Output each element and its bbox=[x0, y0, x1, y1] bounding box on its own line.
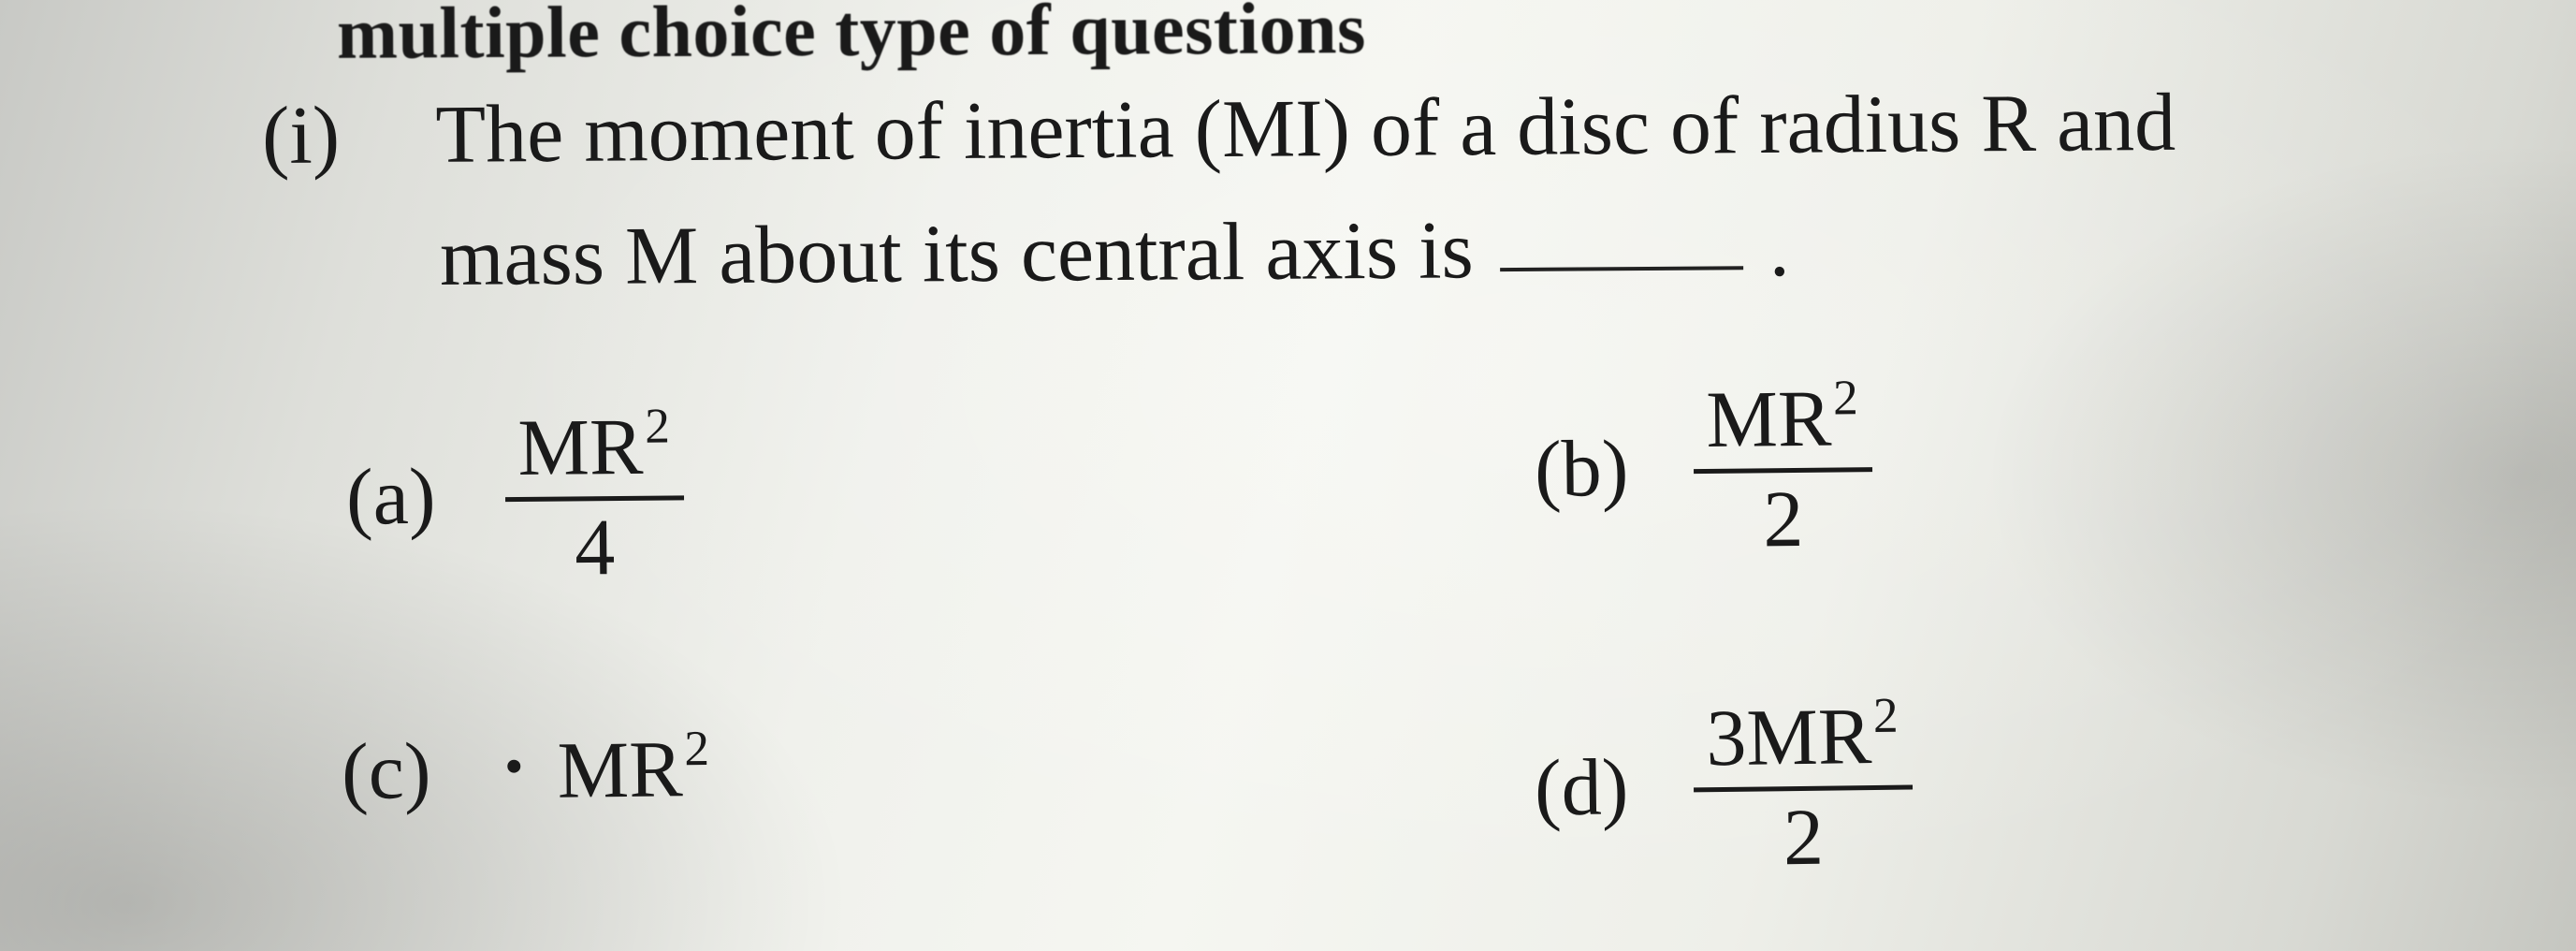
option-c-label: (c) bbox=[341, 723, 463, 817]
option-b-denominator: 2 bbox=[1763, 473, 1804, 559]
option-d-numerator: 3MR2 bbox=[1693, 691, 1913, 793]
option-c[interactable]: (c) · MR2 bbox=[341, 719, 709, 819]
option-d[interactable]: (d) 3MR2 2 bbox=[1534, 691, 1914, 881]
option-a[interactable]: (a) MR2 4 bbox=[345, 401, 684, 589]
option-c-exp: 2 bbox=[684, 720, 709, 776]
option-a-fraction: MR2 4 bbox=[504, 401, 684, 588]
option-d-num-exp: 2 bbox=[1873, 687, 1899, 743]
option-b-num-exp: 2 bbox=[1833, 369, 1858, 425]
question-stem-line-1: (i) The moment of inertia (MI) of a disc… bbox=[262, 76, 2176, 183]
option-c-base: MR bbox=[557, 724, 683, 814]
option-a-numerator: MR2 bbox=[504, 401, 683, 502]
option-d-num-base: 3MR bbox=[1706, 691, 1872, 783]
option-b-num-base: MR bbox=[1706, 373, 1832, 464]
option-a-num-exp: 2 bbox=[645, 398, 670, 454]
bullet-dot-icon: · bbox=[500, 719, 520, 812]
question-text-line-2-before-blank: mass M about its central axis is bbox=[440, 205, 1474, 303]
option-a-num-base: MR bbox=[517, 402, 644, 492]
option-b-numerator: MR2 bbox=[1693, 373, 1872, 474]
option-a-label: (a) bbox=[346, 448, 469, 543]
option-b[interactable]: (b) MR2 2 bbox=[1534, 373, 1873, 562]
option-b-label: (b) bbox=[1534, 421, 1656, 516]
option-c-expression: MR2 bbox=[557, 719, 710, 817]
question-stem-line-2: mass M about its central axis is . bbox=[440, 201, 1790, 305]
question-number: (i) bbox=[262, 88, 417, 183]
section-heading: multiple choice type of questions bbox=[337, 0, 1366, 76]
question-text-line-2-after-blank: . bbox=[1768, 203, 1790, 294]
question-text-line-1: The moment of inertia (MI) of a disc of … bbox=[435, 78, 2176, 181]
fill-in-blank[interactable] bbox=[1500, 266, 1743, 271]
option-d-label: (d) bbox=[1534, 739, 1656, 835]
option-d-fraction: 3MR2 2 bbox=[1693, 691, 1914, 879]
option-d-denominator: 2 bbox=[1783, 791, 1824, 878]
option-a-denominator: 4 bbox=[575, 501, 616, 587]
option-b-fraction: MR2 2 bbox=[1693, 373, 1873, 560]
